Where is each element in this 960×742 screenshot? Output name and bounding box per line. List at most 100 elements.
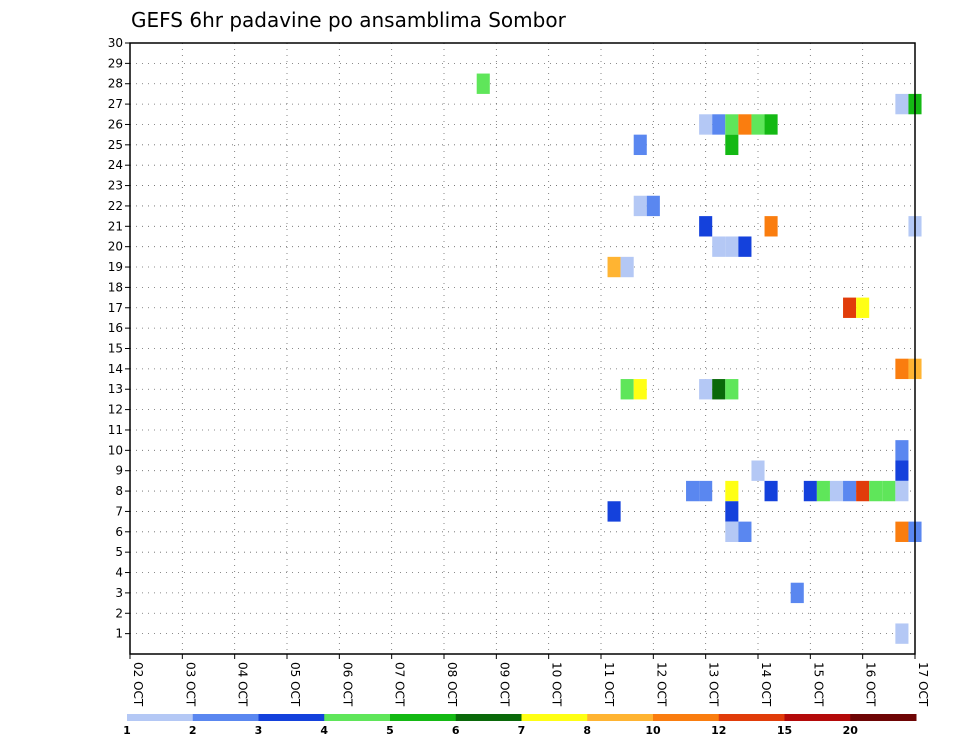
- y-tick-label: 5: [115, 545, 123, 559]
- y-tick-label: 22: [108, 199, 123, 213]
- colorbar-label: 7: [518, 724, 526, 737]
- y-tick-label: 30: [108, 36, 123, 50]
- precip-cell: [699, 480, 713, 502]
- colorbar-label: 1: [123, 724, 131, 737]
- y-tick-label: 19: [108, 260, 123, 274]
- y-tick-label: 1: [115, 627, 123, 641]
- precip-cell: [633, 134, 647, 156]
- y-tick-label: 4: [115, 566, 123, 580]
- y-tick-label: 10: [108, 443, 123, 457]
- y-tick-label: 3: [115, 586, 123, 600]
- colorbar-swatch: [521, 714, 588, 721]
- x-tick-label: 08 OCT: [445, 662, 459, 707]
- precip-cell: [725, 236, 739, 257]
- y-tick-label: 28: [108, 77, 123, 91]
- y-tick-label: 16: [108, 321, 123, 335]
- precip-cell: [712, 114, 726, 135]
- x-tick-label: 17 OCT: [916, 662, 930, 707]
- y-tick-label: 2: [115, 606, 123, 620]
- colorbar-label: 12: [711, 724, 726, 737]
- precip-cell: [725, 379, 739, 400]
- precip-cell: [686, 480, 700, 502]
- precip-cell: [843, 480, 857, 502]
- x-tick-label: 16 OCT: [864, 662, 878, 707]
- precip-cell: [725, 501, 739, 522]
- colorbar-label: 2: [189, 724, 197, 737]
- grid-lines: [129, 42, 916, 654]
- plot-frame: [129, 42, 916, 655]
- precip-cell: [633, 195, 647, 217]
- y-tick-label: 23: [108, 179, 123, 193]
- precip-cell: [764, 480, 778, 502]
- y-tick-label: 8: [115, 484, 123, 498]
- y-tick-label: 26: [108, 117, 123, 131]
- x-tick-label: 03 OCT: [183, 662, 197, 707]
- precip-cell: [607, 256, 621, 278]
- precip-cell: [856, 480, 870, 502]
- x-tick-label: 09 OCT: [497, 662, 511, 707]
- precip-cell: [699, 216, 713, 237]
- y-tick-label: 25: [108, 138, 123, 152]
- precip-cell: [895, 358, 909, 380]
- precip-cell: [620, 379, 634, 400]
- precip-cell: [895, 521, 909, 542]
- precip-cell: [725, 134, 739, 156]
- colorbar-label: 20: [843, 724, 859, 737]
- colorbar-label: 5: [386, 724, 394, 737]
- precip-cell: [895, 440, 909, 461]
- colorbar-swatch: [653, 714, 720, 721]
- colorbar-swatch: [850, 714, 917, 721]
- x-tick-label: 10 OCT: [550, 662, 564, 707]
- precip-cell: [764, 216, 778, 237]
- precip-cell: [751, 114, 765, 135]
- precip-cell: [816, 480, 830, 502]
- y-tick-label: 27: [108, 97, 123, 111]
- precip-cell: [607, 501, 621, 522]
- x-tick-label: 02 OCT: [131, 662, 145, 707]
- colorbar-swatch: [258, 714, 325, 721]
- precip-cell: [738, 521, 752, 542]
- precip-cell: [646, 195, 660, 217]
- x-tick-label: 07 OCT: [393, 662, 407, 707]
- precip-cell: [725, 480, 739, 502]
- precip-cell: [725, 521, 739, 542]
- precip-cell: [895, 93, 909, 115]
- y-tick-label: 17: [108, 301, 123, 315]
- y-tick-label: 13: [108, 382, 123, 396]
- precip-cell: [790, 582, 804, 604]
- colorbar-swatch: [587, 714, 654, 721]
- precip-cell: [725, 114, 739, 135]
- colorbar-label: 10: [645, 724, 661, 737]
- y-tick-label: 18: [108, 280, 123, 294]
- y-tick-label: 6: [115, 525, 123, 539]
- colorbar-swatch: [784, 714, 851, 721]
- precip-cell: [738, 114, 752, 135]
- precip-cell: [620, 256, 634, 278]
- precip-cell: [895, 623, 909, 644]
- x-tick-label: 11 OCT: [602, 662, 616, 707]
- y-tick-label: 15: [108, 342, 123, 356]
- y-tick-label: 14: [108, 362, 123, 376]
- precip-cell: [699, 114, 713, 135]
- colorbar-swatch: [192, 714, 259, 721]
- colorbar-label: 3: [255, 724, 263, 737]
- y-tick-label: 21: [108, 219, 123, 233]
- y-axis: 1234567891011121314151617181920212223242…: [108, 36, 130, 641]
- precip-cell: [869, 480, 883, 502]
- precip-cell: [699, 379, 713, 400]
- precip-cell: [738, 236, 752, 257]
- precip-cells: [476, 73, 922, 644]
- precip-cell: [882, 480, 896, 502]
- colorbar-swatch: [324, 714, 391, 721]
- colorbar-label: 8: [583, 724, 591, 737]
- y-tick-label: 24: [108, 158, 123, 172]
- precip-cell: [751, 460, 765, 481]
- colorbar: 1 2 3 4 5 6 7 8 10 12 15 20: [123, 714, 917, 737]
- precip-cell: [856, 297, 870, 318]
- precip-cell: [803, 480, 817, 502]
- precip-cell: [895, 460, 909, 481]
- precip-cell: [633, 379, 647, 400]
- x-tick-label: 05 OCT: [288, 662, 302, 707]
- chart-title: GEFS 6hr padavine po ansamblima Sombor: [131, 8, 567, 32]
